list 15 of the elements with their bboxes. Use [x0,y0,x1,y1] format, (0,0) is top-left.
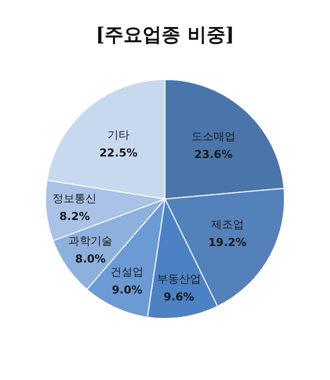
slice-label: 정보통신 [52,192,97,205]
slice-label: 과학기술 [68,234,112,248]
data-label: 9.6% [164,290,194,304]
slice-label: 제조업 [210,218,244,232]
data-label: 19.2% [208,236,247,250]
data-label: 9.0% [112,283,142,296]
slice-label: 도소매업 [191,130,236,143]
data-label: 22.5% [99,146,138,160]
slice-label: 건설업 [110,265,144,278]
slice-label: 부동산업 [156,272,201,286]
data-label: 23.6% [194,148,232,161]
data-label: 8.2% [59,210,90,223]
data-label: 8.0% [75,252,106,266]
slice-label: 기타 [107,128,130,142]
chart-title: [주요업종 비중] [94,23,236,48]
